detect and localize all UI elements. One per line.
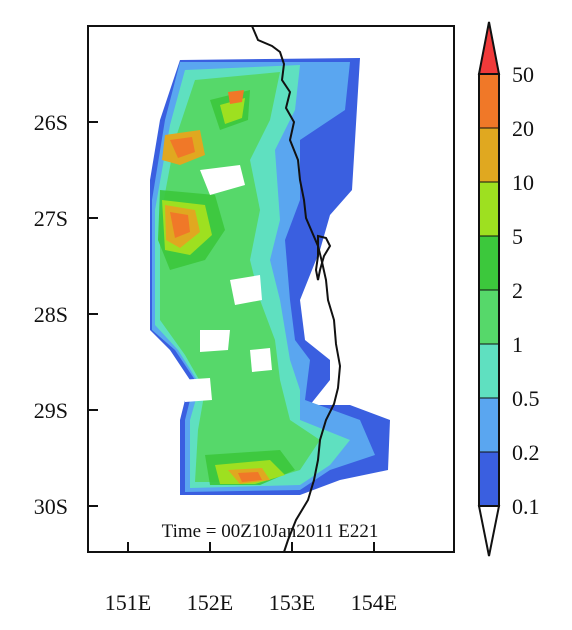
precip-gap [180,165,272,402]
lon-label-154e: 154E [351,590,397,615]
lon-label-153e: 153E [269,590,315,615]
colorbar-label-0.1: 0.1 [512,494,540,519]
time-annotation: Time = 00Z10Jan2011 E221 [162,521,379,542]
precipitation-field [150,58,390,495]
map-panel: 26S 27S 28S 29S 30S 151E 152E 153E 154E … [34,25,455,615]
colorbar-label-10: 10 [512,170,534,195]
lon-label-151e: 151E [105,590,151,615]
colorbar-segment-0.1 [478,451,500,507]
colorbar-segment-20 [478,73,500,129]
lon-label-152e: 152E [187,590,233,615]
colorbar-label-0.5: 0.5 [512,386,540,411]
colorbar-segment-0.5 [478,343,500,399]
colorbar-segment-1 [478,289,500,345]
colorbar-segment-5 [478,181,500,237]
colorbar-over-arrow [477,21,501,75]
colorbar-label-50: 50 [512,62,534,87]
colorbar-under-arrow [477,505,501,557]
lat-label-28s: 28S [34,302,68,327]
colorbar-segment-2 [478,235,500,291]
colorbar-label-0.2: 0.2 [512,440,540,465]
colorbar-label-5: 5 [512,224,523,249]
lon-axis [127,542,375,552]
colorbar-frame [478,73,500,507]
map-frame [87,25,455,553]
lat-label-29s: 29S [34,398,68,423]
island-coast [314,234,332,281]
colorbar-segments [478,73,500,507]
colorbar-label-2: 2 [512,278,523,303]
lat-label-26s: 26S [34,110,68,135]
colorbar-label-1: 1 [512,332,523,357]
precip-band-10 [162,130,270,484]
lat-label-27s: 27S [34,206,68,231]
lat-label-30s: 30S [34,494,68,519]
colorbar-label-20: 20 [512,116,534,141]
colorbar-labels: 0.1 0.2 0.5 1 2 5 10 20 50 [512,62,540,519]
coastline [251,25,342,553]
colorbar: 0.1 0.2 0.5 1 2 5 10 20 50 [477,21,540,557]
lat-axis [88,121,98,507]
colorbar-segment-0.2 [478,397,500,453]
colorbar-segment-10 [478,127,500,183]
